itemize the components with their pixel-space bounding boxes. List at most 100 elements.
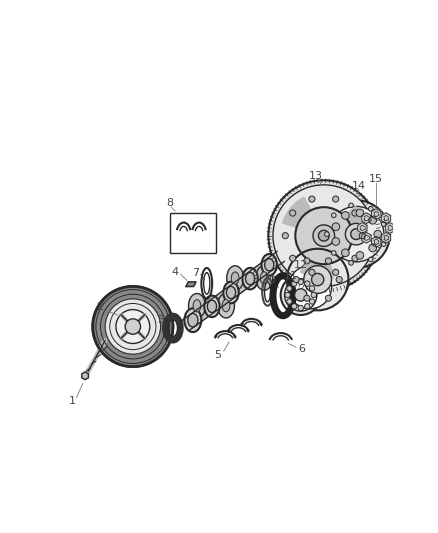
Circle shape	[311, 273, 324, 286]
Circle shape	[356, 252, 364, 259]
Circle shape	[359, 232, 365, 239]
Ellipse shape	[260, 272, 268, 284]
Ellipse shape	[188, 294, 205, 318]
Circle shape	[369, 216, 377, 224]
Circle shape	[298, 305, 304, 311]
Circle shape	[287, 286, 292, 291]
Text: 9: 9	[251, 271, 258, 281]
Circle shape	[368, 206, 373, 211]
Circle shape	[287, 249, 349, 310]
Ellipse shape	[218, 293, 234, 318]
Circle shape	[291, 281, 297, 286]
Text: 10: 10	[263, 274, 277, 285]
Text: 1: 1	[69, 396, 76, 406]
Text: 11: 11	[284, 271, 298, 281]
Circle shape	[325, 232, 329, 237]
Ellipse shape	[261, 254, 277, 276]
Ellipse shape	[227, 266, 244, 290]
Text: 14: 14	[351, 181, 366, 191]
Circle shape	[273, 185, 374, 287]
Circle shape	[116, 310, 150, 343]
Circle shape	[311, 292, 317, 297]
Circle shape	[332, 251, 336, 255]
Ellipse shape	[193, 300, 201, 312]
Circle shape	[291, 304, 297, 309]
Ellipse shape	[204, 296, 219, 317]
Circle shape	[304, 258, 310, 264]
Circle shape	[346, 223, 367, 245]
Circle shape	[349, 261, 353, 265]
Circle shape	[304, 304, 310, 309]
Circle shape	[294, 289, 307, 301]
Ellipse shape	[256, 265, 273, 290]
Circle shape	[293, 277, 299, 282]
Polygon shape	[362, 213, 371, 223]
Polygon shape	[182, 252, 284, 331]
Circle shape	[125, 319, 141, 334]
Polygon shape	[381, 232, 391, 243]
Circle shape	[304, 281, 310, 286]
Text: 13: 13	[309, 171, 323, 181]
Text: 6: 6	[299, 344, 306, 354]
Circle shape	[295, 207, 352, 264]
Bar	[170, 213, 216, 253]
Circle shape	[309, 196, 315, 202]
Polygon shape	[300, 256, 333, 279]
Circle shape	[287, 299, 292, 304]
Circle shape	[268, 180, 379, 291]
Ellipse shape	[265, 259, 274, 271]
Ellipse shape	[246, 272, 255, 285]
Circle shape	[349, 203, 353, 208]
Circle shape	[282, 232, 288, 239]
Circle shape	[325, 258, 332, 264]
Text: 5: 5	[214, 350, 221, 360]
Circle shape	[332, 269, 339, 276]
Polygon shape	[342, 206, 367, 238]
Circle shape	[93, 287, 173, 367]
Circle shape	[304, 295, 310, 301]
Circle shape	[342, 249, 349, 257]
Circle shape	[368, 257, 373, 262]
Polygon shape	[186, 282, 196, 287]
Circle shape	[332, 238, 340, 245]
Polygon shape	[371, 237, 381, 247]
Circle shape	[281, 275, 321, 315]
Circle shape	[290, 210, 296, 216]
Circle shape	[369, 244, 377, 252]
Circle shape	[351, 229, 361, 239]
Polygon shape	[283, 197, 313, 229]
Circle shape	[313, 225, 335, 246]
Text: 15: 15	[369, 174, 383, 184]
Circle shape	[352, 255, 358, 261]
Ellipse shape	[188, 313, 198, 327]
Circle shape	[328, 206, 384, 262]
Ellipse shape	[226, 286, 236, 298]
Polygon shape	[358, 223, 367, 233]
Circle shape	[309, 299, 315, 304]
Circle shape	[332, 213, 336, 217]
Circle shape	[318, 230, 329, 241]
Circle shape	[352, 210, 358, 216]
Circle shape	[285, 292, 290, 297]
Circle shape	[356, 209, 364, 217]
Circle shape	[288, 265, 332, 309]
Circle shape	[325, 295, 332, 301]
Text: 8: 8	[166, 198, 173, 207]
Circle shape	[332, 196, 339, 202]
Circle shape	[322, 200, 390, 268]
Ellipse shape	[184, 309, 201, 332]
Text: 3: 3	[157, 316, 164, 325]
Circle shape	[381, 222, 386, 227]
Polygon shape	[362, 232, 371, 243]
Text: 2: 2	[96, 302, 103, 312]
Circle shape	[309, 286, 315, 291]
Circle shape	[304, 265, 332, 294]
Circle shape	[342, 212, 349, 219]
Polygon shape	[371, 209, 381, 220]
Ellipse shape	[231, 272, 239, 284]
Circle shape	[336, 277, 342, 282]
Ellipse shape	[222, 300, 230, 312]
Polygon shape	[385, 223, 395, 233]
Ellipse shape	[223, 282, 239, 303]
Text: 7: 7	[192, 268, 200, 278]
